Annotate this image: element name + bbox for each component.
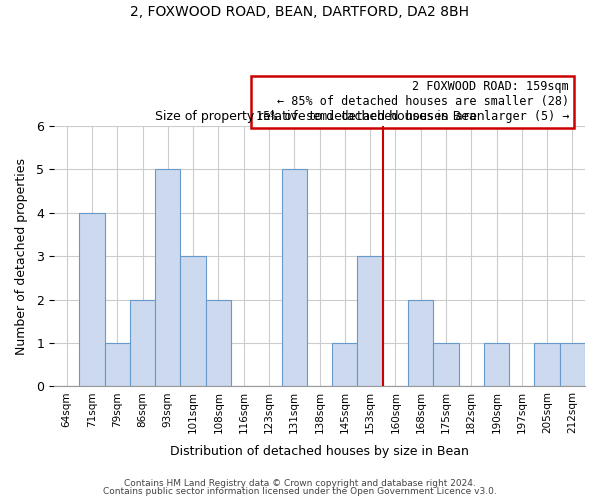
Bar [408, 300, 433, 386]
Bar [181, 256, 206, 386]
Text: 2 FOXWOOD ROAD: 159sqm
← 85% of detached houses are smaller (28)
15% of semi-det: 2 FOXWOOD ROAD: 159sqm ← 85% of detached… [256, 80, 569, 123]
Y-axis label: Number of detached properties: Number of detached properties [15, 158, 28, 354]
Bar [433, 343, 458, 386]
Bar [281, 170, 307, 386]
Bar [484, 343, 509, 386]
Bar [358, 256, 383, 386]
Bar [206, 300, 231, 386]
Title: Size of property relative to detached houses in Bean: Size of property relative to detached ho… [155, 110, 484, 124]
Text: Contains HM Land Registry data © Crown copyright and database right 2024.: Contains HM Land Registry data © Crown c… [124, 478, 476, 488]
Bar [79, 212, 104, 386]
Bar [130, 300, 155, 386]
Bar [535, 343, 560, 386]
X-axis label: Distribution of detached houses by size in Bean: Distribution of detached houses by size … [170, 444, 469, 458]
Text: Contains public sector information licensed under the Open Government Licence v3: Contains public sector information licen… [103, 487, 497, 496]
Text: 2, FOXWOOD ROAD, BEAN, DARTFORD, DA2 8BH: 2, FOXWOOD ROAD, BEAN, DARTFORD, DA2 8BH [131, 5, 470, 19]
Bar [560, 343, 585, 386]
Bar [332, 343, 358, 386]
Bar [104, 343, 130, 386]
Bar [155, 170, 181, 386]
